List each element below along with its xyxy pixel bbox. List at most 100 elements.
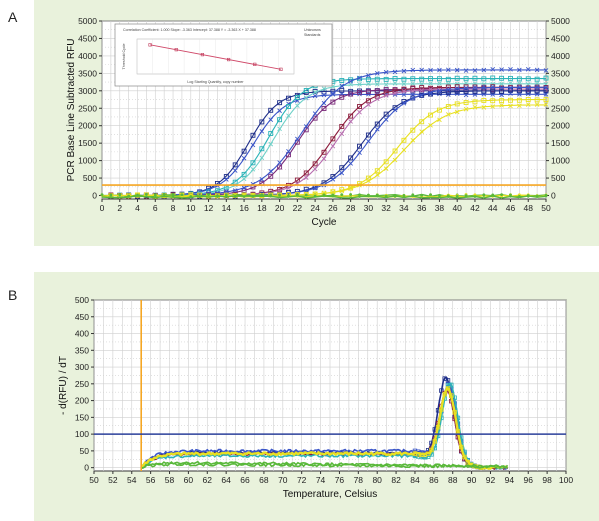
data-point [162, 193, 166, 196]
x-tick-label: 72 [297, 475, 307, 485]
melt-curve [141, 462, 508, 470]
data-point [366, 178, 371, 184]
x-tick-label: 14 [222, 203, 232, 213]
inset-title: Correlation Coefficient: 1.000 Slope: -3… [123, 28, 256, 32]
data-point [349, 193, 353, 196]
x-axis-label: Temperature, Celsius [283, 489, 377, 500]
data-point [109, 194, 113, 197]
y-tick-label-right: 2000 [551, 121, 570, 131]
data-point [449, 393, 454, 398]
data-point [543, 102, 549, 107]
data-point [286, 148, 291, 154]
x-tick-label: 22 [293, 203, 303, 213]
data-point [525, 88, 531, 94]
data-point [432, 439, 437, 444]
data-point [383, 86, 389, 92]
data-point [224, 177, 229, 182]
data-point [445, 104, 451, 109]
x-tick-label: 86 [429, 475, 439, 485]
data-point [198, 195, 202, 198]
x-tick-label: 82 [391, 475, 401, 485]
data-point [339, 187, 345, 193]
data-point [534, 97, 540, 103]
data-point [286, 113, 291, 119]
data-point [357, 150, 362, 156]
data-point [499, 85, 504, 91]
data-point [127, 194, 131, 198]
data-point [383, 69, 389, 75]
y-tick-label: 150 [75, 412, 89, 422]
data-point [420, 194, 424, 197]
data-point [508, 85, 513, 91]
y-tick-label: 500 [83, 173, 97, 183]
data-point [535, 194, 539, 198]
y-tick-label-right: 5000 [551, 16, 570, 26]
data-point [472, 85, 478, 90]
data-point [312, 111, 318, 116]
data-point [499, 67, 504, 72]
x-tick-label: 80 [372, 475, 382, 485]
y-tick-label: 250 [75, 379, 89, 389]
x-tick-label: 64 [221, 475, 231, 485]
y-tick-label: 50 [80, 446, 90, 456]
data-point [392, 91, 398, 96]
data-point [429, 193, 432, 197]
x-tick-label: 88 [448, 475, 458, 485]
data-point [490, 104, 496, 109]
data-point [330, 174, 336, 180]
data-point [508, 66, 513, 72]
data-point [294, 95, 300, 100]
data-point [242, 195, 246, 198]
data-point [268, 107, 274, 113]
y-tick-label: 0 [84, 463, 89, 473]
data-point [374, 76, 380, 82]
data-point [449, 382, 454, 388]
data-point [348, 161, 353, 166]
data-point [269, 193, 273, 197]
data-point [295, 193, 299, 197]
data-point [313, 194, 317, 198]
data-point [303, 170, 309, 176]
y-tick-label-right: 1000 [551, 156, 570, 166]
data-point [224, 189, 229, 194]
data-point [392, 80, 398, 86]
data-point [401, 100, 407, 106]
data-point [348, 185, 353, 191]
data-point [459, 444, 464, 450]
data-point [268, 131, 274, 136]
data-point [410, 76, 416, 82]
data-point [411, 194, 415, 197]
x-tick-label: 96 [524, 475, 534, 485]
data-point [339, 165, 345, 171]
data-point [499, 98, 505, 104]
data-point [339, 78, 345, 83]
x-tick-label: 2 [117, 203, 122, 213]
data-point [339, 123, 345, 129]
chart-b: 50 52 54 56 58 60 62 64 66 68 70 72 74 76 78 80 82 84 86 88… [58, 295, 573, 500]
data-point [250, 166, 256, 172]
data-point [321, 89, 327, 95]
data-point [410, 95, 416, 101]
y-tick-label-right: 0 [551, 191, 556, 201]
data-point [428, 112, 434, 118]
data-point [517, 195, 521, 198]
data-point [145, 193, 148, 196]
data-point [136, 193, 139, 197]
data-point [401, 68, 407, 74]
data-point [462, 454, 467, 460]
data-point [534, 102, 540, 107]
data-point [294, 177, 300, 183]
data-point [277, 160, 282, 165]
data-point [534, 88, 540, 94]
data-point [366, 73, 371, 78]
data-point [401, 147, 407, 153]
data-point [401, 137, 407, 143]
data-point [446, 112, 451, 117]
inset-x-label: Log Starting Quantity, copy number [187, 80, 244, 84]
data-point [490, 98, 496, 104]
data-point [339, 94, 345, 100]
data-point [454, 109, 460, 115]
data-point [410, 88, 416, 94]
data-point [268, 141, 274, 147]
x-tick-label: 74 [316, 475, 326, 485]
